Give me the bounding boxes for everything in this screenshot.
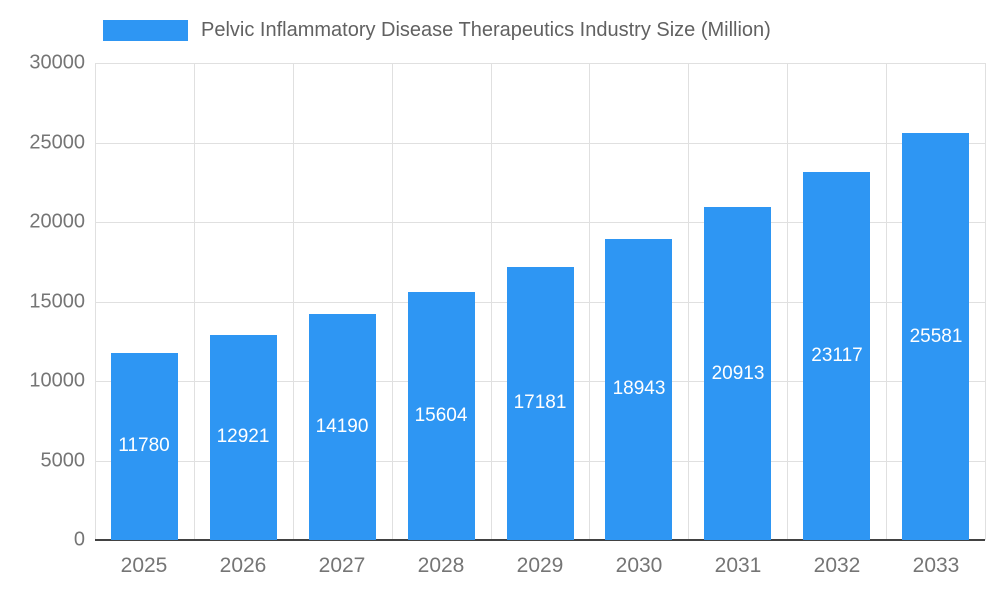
y-axis-tick-label: 20000	[29, 210, 85, 233]
bar	[902, 133, 969, 540]
bar-value-label: 11780	[118, 435, 170, 456]
bar	[309, 314, 376, 540]
bar-value-label: 23117	[811, 345, 863, 366]
x-axis-tick-label: 2033	[912, 554, 960, 577]
vertical-gridline	[95, 63, 96, 540]
bar-value-label: 20913	[711, 363, 765, 384]
bar-value-label: 14190	[315, 416, 369, 437]
horizontal-gridline	[95, 222, 985, 223]
vertical-gridline	[886, 63, 887, 540]
y-axis-tick-label: 5000	[40, 449, 86, 472]
x-axis-tick-label: 2027	[318, 554, 366, 577]
vertical-gridline	[392, 63, 393, 540]
x-axis-line	[95, 539, 985, 541]
bar	[803, 172, 870, 540]
x-axis-tick-label: 2031	[714, 554, 762, 577]
x-axis-tick-label: 2029	[516, 554, 564, 577]
bar	[605, 239, 672, 540]
y-axis-tick-label: 10000	[29, 369, 85, 392]
bar	[408, 292, 475, 540]
vertical-gridline	[688, 63, 689, 540]
x-axis-tick-label: 2030	[615, 554, 663, 577]
y-axis-tick-label: 15000	[29, 290, 85, 313]
horizontal-gridline	[95, 63, 985, 64]
bar	[111, 353, 178, 540]
y-axis-tick-label: 30000	[29, 51, 85, 74]
legend-swatch	[103, 20, 188, 41]
bar-value-label: 25581	[909, 326, 963, 347]
vertical-gridline	[589, 63, 590, 540]
bar	[704, 207, 771, 540]
x-axis-tick-label: 2028	[417, 554, 465, 577]
x-axis-tick-label: 2025	[120, 554, 168, 577]
chart-title: Pelvic Inflammatory Disease Therapeutics…	[201, 19, 771, 41]
horizontal-gridline	[95, 143, 985, 144]
bar	[507, 267, 574, 540]
vertical-gridline	[787, 63, 788, 540]
bar-value-label: 17181	[513, 392, 567, 413]
plot-area: 0 5000 10000 15000 20000 25000 30000 11780 2025 1…	[29, 52, 986, 577]
x-axis-tick-label: 2032	[813, 554, 861, 577]
vertical-gridline	[491, 63, 492, 540]
bar-value-label: 15604	[414, 405, 468, 426]
y-axis-tick-label: 0	[73, 528, 85, 551]
chart-legend: Pelvic Inflammatory Disease Therapeutics…	[103, 19, 771, 42]
bar-value-label: 12921	[216, 426, 270, 447]
bar	[210, 335, 277, 540]
vertical-gridline	[293, 63, 294, 540]
y-axis-tick-label: 25000	[29, 131, 85, 154]
vertical-gridline	[194, 63, 195, 540]
x-axis-tick-label: 2026	[219, 554, 267, 577]
bar-value-label: 18943	[612, 378, 666, 399]
vertical-gridline	[985, 63, 986, 540]
